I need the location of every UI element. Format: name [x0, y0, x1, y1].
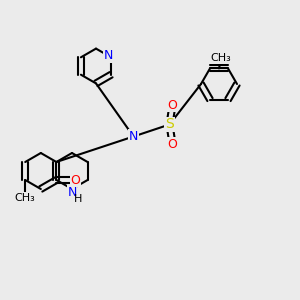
Text: CH₃: CH₃ — [15, 193, 36, 203]
Text: CH₃: CH₃ — [210, 53, 231, 64]
Text: S: S — [165, 118, 174, 131]
Text: N: N — [67, 185, 77, 199]
Text: O: O — [168, 137, 177, 151]
Text: O: O — [70, 173, 80, 187]
Text: N: N — [103, 49, 113, 62]
Text: H: H — [74, 194, 82, 205]
Text: N: N — [129, 130, 138, 143]
Text: O: O — [168, 98, 177, 112]
